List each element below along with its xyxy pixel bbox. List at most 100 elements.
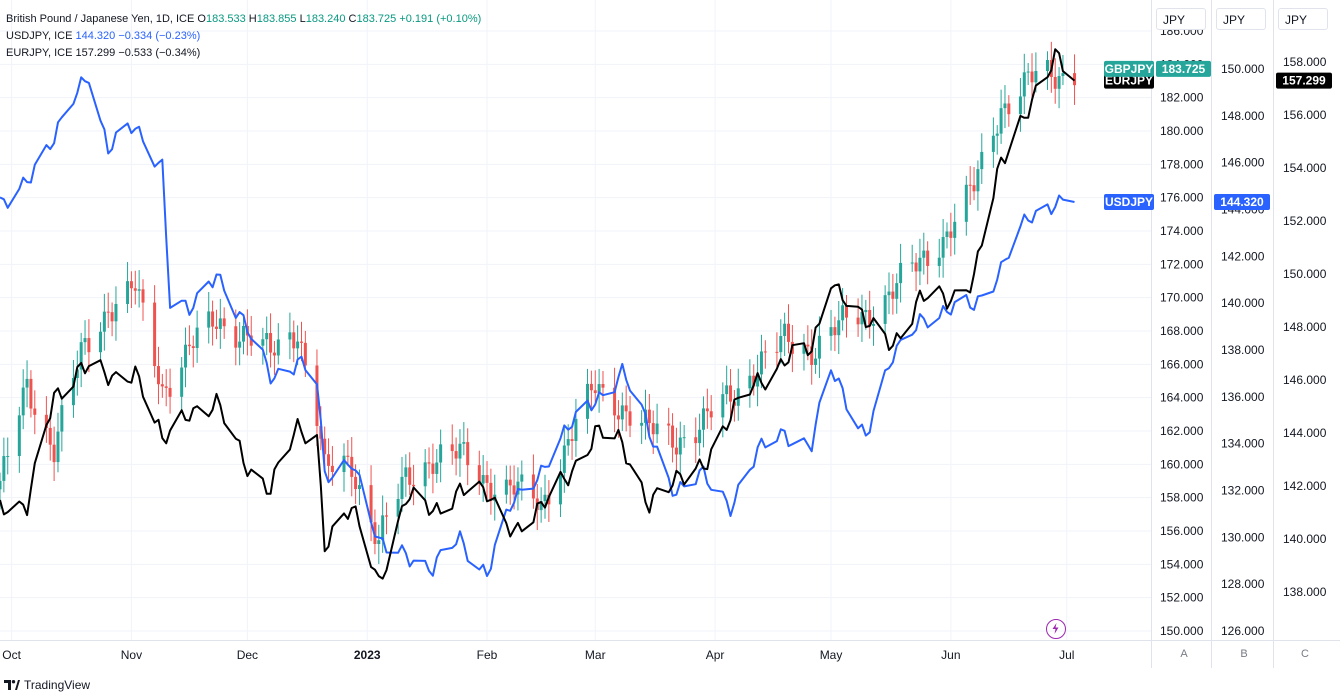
price-tick-label: 148.000	[1283, 320, 1327, 334]
candle-body	[763, 351, 767, 353]
candle-body	[953, 221, 957, 238]
price-tick-label: 140.000	[1283, 532, 1327, 546]
candle-body	[1034, 70, 1038, 83]
legend-eurjpy[interactable]: EURJPY, ICE 157.299 −0.533 (−0.34%)	[6, 45, 481, 62]
candle-body	[968, 184, 972, 186]
candle-body	[837, 320, 841, 336]
candle-body	[408, 467, 412, 485]
candle-body	[87, 338, 91, 353]
candle-body	[562, 445, 566, 473]
candle-body	[377, 540, 381, 545]
candle-body	[315, 365, 319, 427]
price-tick-label: 152.000	[1283, 214, 1327, 228]
legend-gbpjpy[interactable]: British Pound / Japanese Yen, 1D, ICE O1…	[6, 11, 481, 28]
candle-body	[872, 323, 876, 326]
candle-body	[168, 387, 172, 397]
candle-body	[508, 479, 512, 486]
price-tick-label: 134.000	[1221, 437, 1265, 451]
candle-body	[844, 305, 848, 318]
time-tick-label: May	[820, 648, 843, 662]
candle-body	[999, 108, 1003, 134]
candle-body	[323, 438, 327, 455]
candle-body	[222, 318, 226, 327]
candle-body	[450, 444, 454, 452]
candle-body	[628, 411, 632, 426]
candle-body	[655, 423, 659, 435]
candle-body	[481, 475, 485, 484]
candle-body	[647, 409, 651, 424]
candle-body	[991, 135, 995, 152]
grid	[0, 0, 1151, 640]
legend-gbpjpy-change: +0.191 (+0.10%)	[399, 13, 482, 25]
legend-usdjpy[interactable]: USDJPY, ICE 144.320 −0.334 (−0.23%)	[6, 28, 481, 45]
candle-body	[887, 291, 891, 296]
price-tick-label: 162.000	[1160, 424, 1204, 438]
candle-body	[412, 484, 416, 487]
candle-body	[327, 454, 331, 466]
candle-body	[756, 374, 760, 387]
scale-b-unit-button[interactable]: JPY	[1216, 8, 1266, 30]
candle-body	[276, 339, 280, 356]
scale-b-label[interactable]: B	[1240, 648, 1248, 660]
legend-usdjpy-value: 144.320	[75, 30, 116, 42]
price-tick-label: 170.000	[1160, 291, 1204, 305]
candle-body	[1026, 71, 1030, 73]
candle-body	[400, 476, 404, 499]
candle-body	[918, 257, 922, 272]
candle-body	[357, 485, 361, 490]
price-tick-label: 146.000	[1283, 373, 1327, 387]
candle-body	[249, 335, 253, 346]
candle-body	[423, 462, 427, 487]
candle-body	[0, 480, 2, 490]
candle-body	[218, 318, 222, 329]
candle-body	[841, 305, 845, 321]
candle-body	[520, 474, 524, 482]
candle-body	[242, 325, 246, 342]
scale-a-label[interactable]: A	[1180, 648, 1188, 660]
candle-body	[833, 327, 837, 336]
candle-body	[439, 444, 443, 463]
scale-a-unit-button[interactable]: JPY	[1156, 8, 1206, 30]
candle-body	[883, 295, 887, 324]
candle-body	[620, 405, 624, 420]
candle-body	[682, 437, 686, 439]
candle-body	[207, 311, 211, 328]
candle-body	[597, 384, 601, 394]
scale-c-label[interactable]: C	[1301, 648, 1309, 660]
candle-body	[211, 311, 215, 327]
scale-c-unit-button[interactable]: JPY	[1278, 8, 1328, 30]
candle-body	[466, 442, 470, 466]
price-tick-label: 128.000	[1221, 577, 1265, 591]
candle-body	[342, 455, 346, 472]
price-tick-label: 182.000	[1160, 91, 1204, 105]
candle-body	[396, 498, 400, 517]
candle-body	[817, 335, 821, 359]
eurjpy-price-tag: 157.299	[1282, 74, 1326, 88]
candle-body	[71, 377, 75, 406]
price-tick-label: 144.000	[1283, 426, 1327, 440]
candle-body	[346, 455, 350, 457]
candle-body	[269, 333, 273, 353]
candle-body	[288, 332, 292, 340]
candle-body	[153, 302, 157, 367]
candle-body	[539, 501, 543, 511]
candle-body	[385, 515, 389, 517]
candle-body	[180, 367, 184, 397]
gbpjpy-price-tag-bg	[1156, 60, 1211, 77]
price-tick-label: 172.000	[1160, 257, 1204, 271]
usdjpy-price-tag-bg	[1214, 194, 1270, 211]
candle-body	[1003, 103, 1007, 109]
candle-body	[976, 169, 980, 192]
legend-o-value: 183.533	[205, 13, 246, 25]
gbpjpy-price-tag: 183.725	[1162, 62, 1206, 76]
candle-body	[79, 342, 83, 370]
tradingview-branding[interactable]: TradingView	[4, 678, 90, 692]
candle-body	[721, 394, 725, 418]
candle-body	[156, 366, 160, 385]
lightning-icon[interactable]	[1046, 619, 1066, 639]
candle-body	[787, 323, 791, 342]
candle-body	[829, 327, 833, 336]
price-tick-label: 178.000	[1160, 157, 1204, 171]
